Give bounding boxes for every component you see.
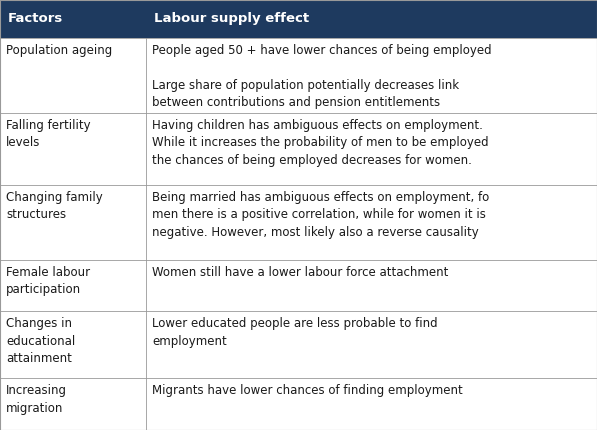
Text: Factors: Factors (8, 12, 63, 25)
Bar (0, 113, 597, 185)
Text: Falling fertility
levels: Falling fertility levels (6, 119, 91, 149)
Bar (0, 311, 597, 378)
Text: Increasing
migration: Increasing migration (6, 384, 67, 415)
Bar (0, 38, 597, 113)
Text: People aged 50 + have lower chances of being employed

Large share of population: People aged 50 + have lower chances of b… (152, 44, 492, 109)
Text: Changing family
structures: Changing family structures (6, 191, 103, 221)
Text: Women still have a lower labour force attachment: Women still have a lower labour force at… (152, 266, 448, 279)
Bar (0, 378, 597, 430)
Text: Labour supply effect: Labour supply effect (154, 12, 309, 25)
Text: Being married has ambiguous effects on employment, fo
men there is a positive co: Being married has ambiguous effects on e… (152, 191, 490, 239)
Text: Migrants have lower chances of finding employment: Migrants have lower chances of finding e… (152, 384, 463, 397)
Bar (0, 0, 597, 38)
Bar (0, 185, 597, 260)
Text: Changes in
educational
attainment: Changes in educational attainment (6, 317, 75, 366)
Text: Having children has ambiguous effects on employment.
While it increases the prob: Having children has ambiguous effects on… (152, 119, 489, 167)
Text: Female labour
participation: Female labour participation (6, 266, 90, 296)
Bar (0, 260, 597, 311)
Text: Lower educated people are less probable to find
employment: Lower educated people are less probable … (152, 317, 438, 348)
Text: Population ageing: Population ageing (6, 44, 112, 57)
